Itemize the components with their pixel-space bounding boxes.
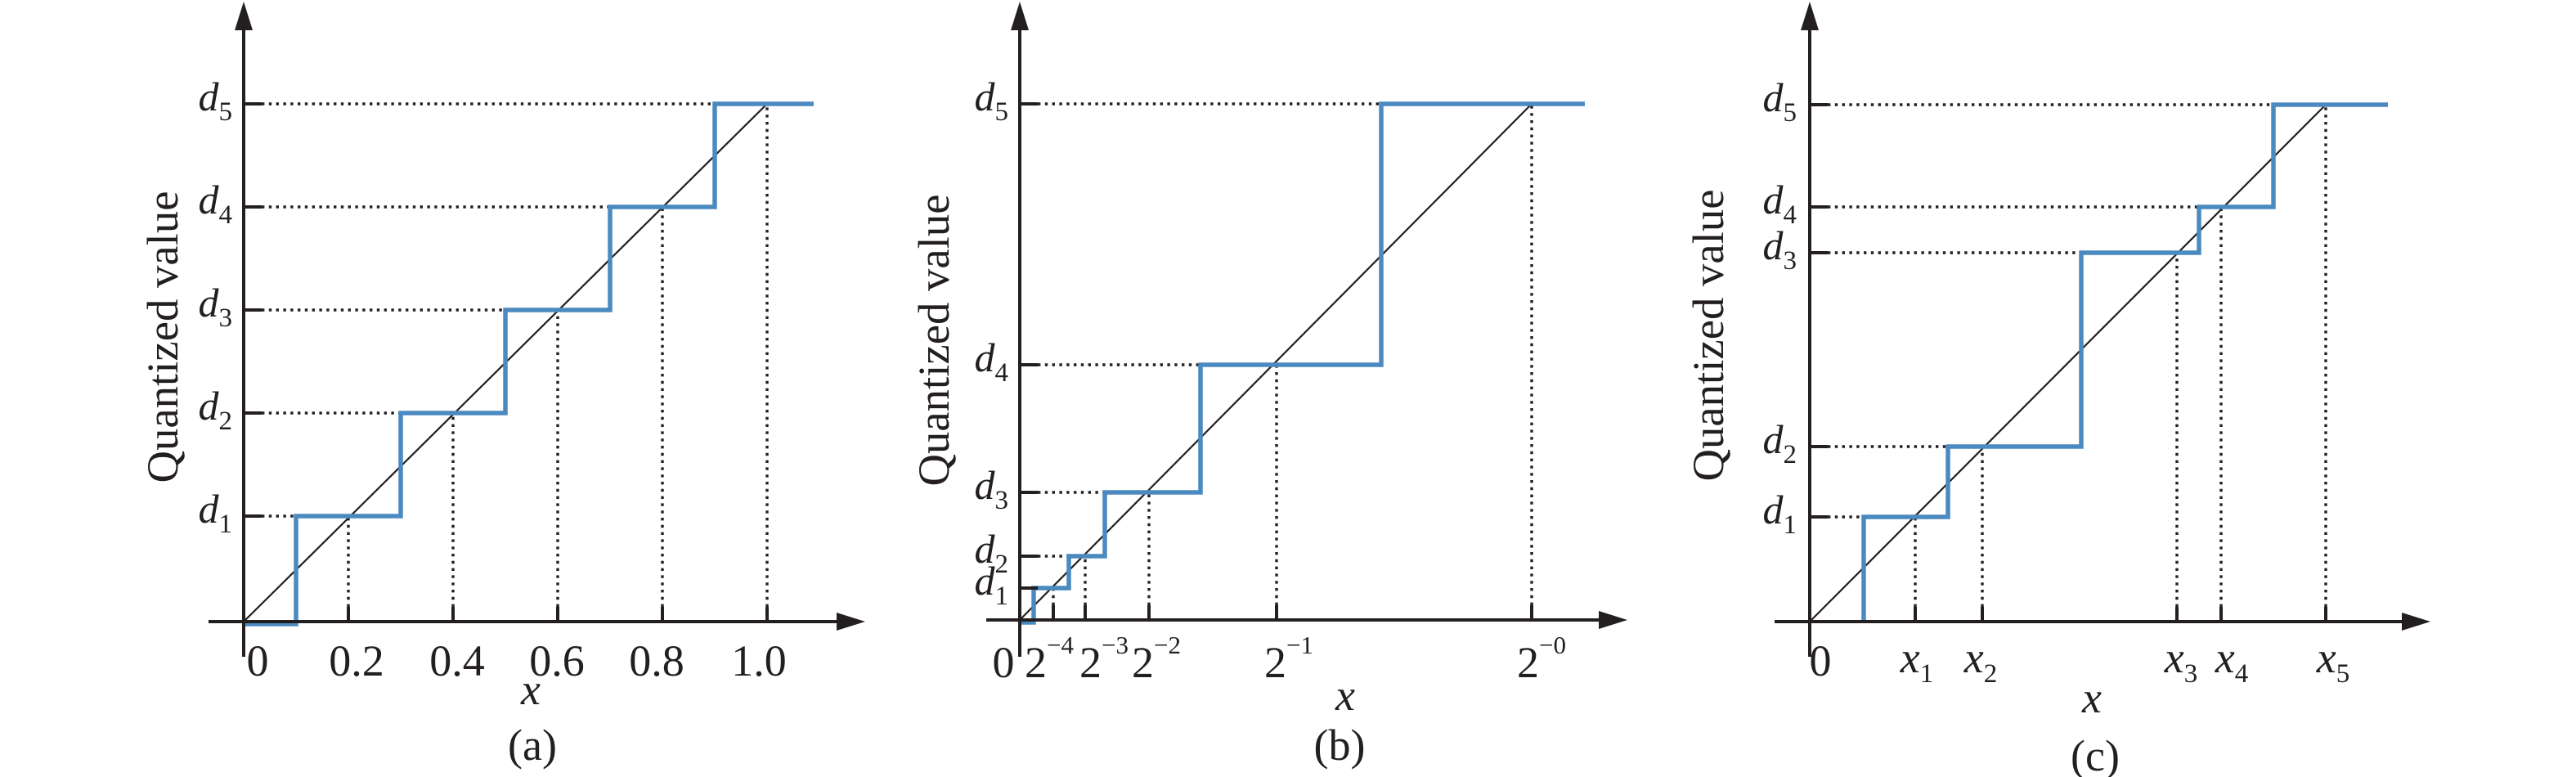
svg-text:d2: d2 (1763, 416, 1797, 469)
svg-text:d4: d4 (199, 177, 233, 230)
svg-text:(c): (c) (2071, 731, 2120, 777)
svg-text:d1: d1 (199, 486, 233, 539)
svg-text:0.8: 0.8 (629, 636, 684, 685)
svg-text:Quantized value: Quantized value (138, 191, 187, 483)
svg-text:d5: d5 (199, 74, 233, 127)
svg-text:0.4: 0.4 (429, 636, 485, 685)
svg-text:d3: d3 (199, 280, 233, 333)
svg-text:(a): (a) (508, 721, 557, 770)
svg-text:(b): (b) (1314, 721, 1366, 770)
svg-text:d1: d1 (1763, 487, 1797, 540)
svg-text:1.0: 1.0 (731, 636, 787, 685)
svg-text:x5: x5 (2316, 633, 2349, 689)
svg-text:x: x (520, 665, 541, 714)
svg-text:Quantized value: Quantized value (1684, 190, 1733, 482)
svg-text:Quantized value: Quantized value (909, 195, 958, 487)
svg-text:d3: d3 (1763, 222, 1797, 276)
svg-text:d1: d1 (975, 558, 1009, 611)
svg-text:d5: d5 (975, 74, 1009, 127)
svg-text:d3: d3 (975, 462, 1009, 515)
svg-text:d5: d5 (1763, 74, 1797, 128)
svg-text:x3: x3 (2164, 633, 2197, 689)
svg-text:0.6: 0.6 (529, 636, 585, 685)
svg-text:x4: x4 (2215, 633, 2248, 689)
svg-text:2−0: 2−0 (1517, 631, 1566, 687)
svg-text:d4: d4 (975, 335, 1009, 388)
svg-text:0.2: 0.2 (329, 636, 384, 685)
svg-text:x1: x1 (1900, 633, 1933, 689)
svg-text:d2: d2 (975, 526, 1009, 579)
svg-text:d2: d2 (199, 383, 233, 436)
svg-text:0: 0 (1810, 636, 1832, 685)
svg-text:x: x (1335, 671, 1355, 720)
svg-text:x2: x2 (1963, 633, 1997, 689)
svg-text:x: x (2081, 673, 2102, 722)
svg-text:0: 0 (993, 638, 1015, 687)
svg-text:d4: d4 (1763, 177, 1797, 230)
svg-text:0: 0 (247, 636, 269, 685)
